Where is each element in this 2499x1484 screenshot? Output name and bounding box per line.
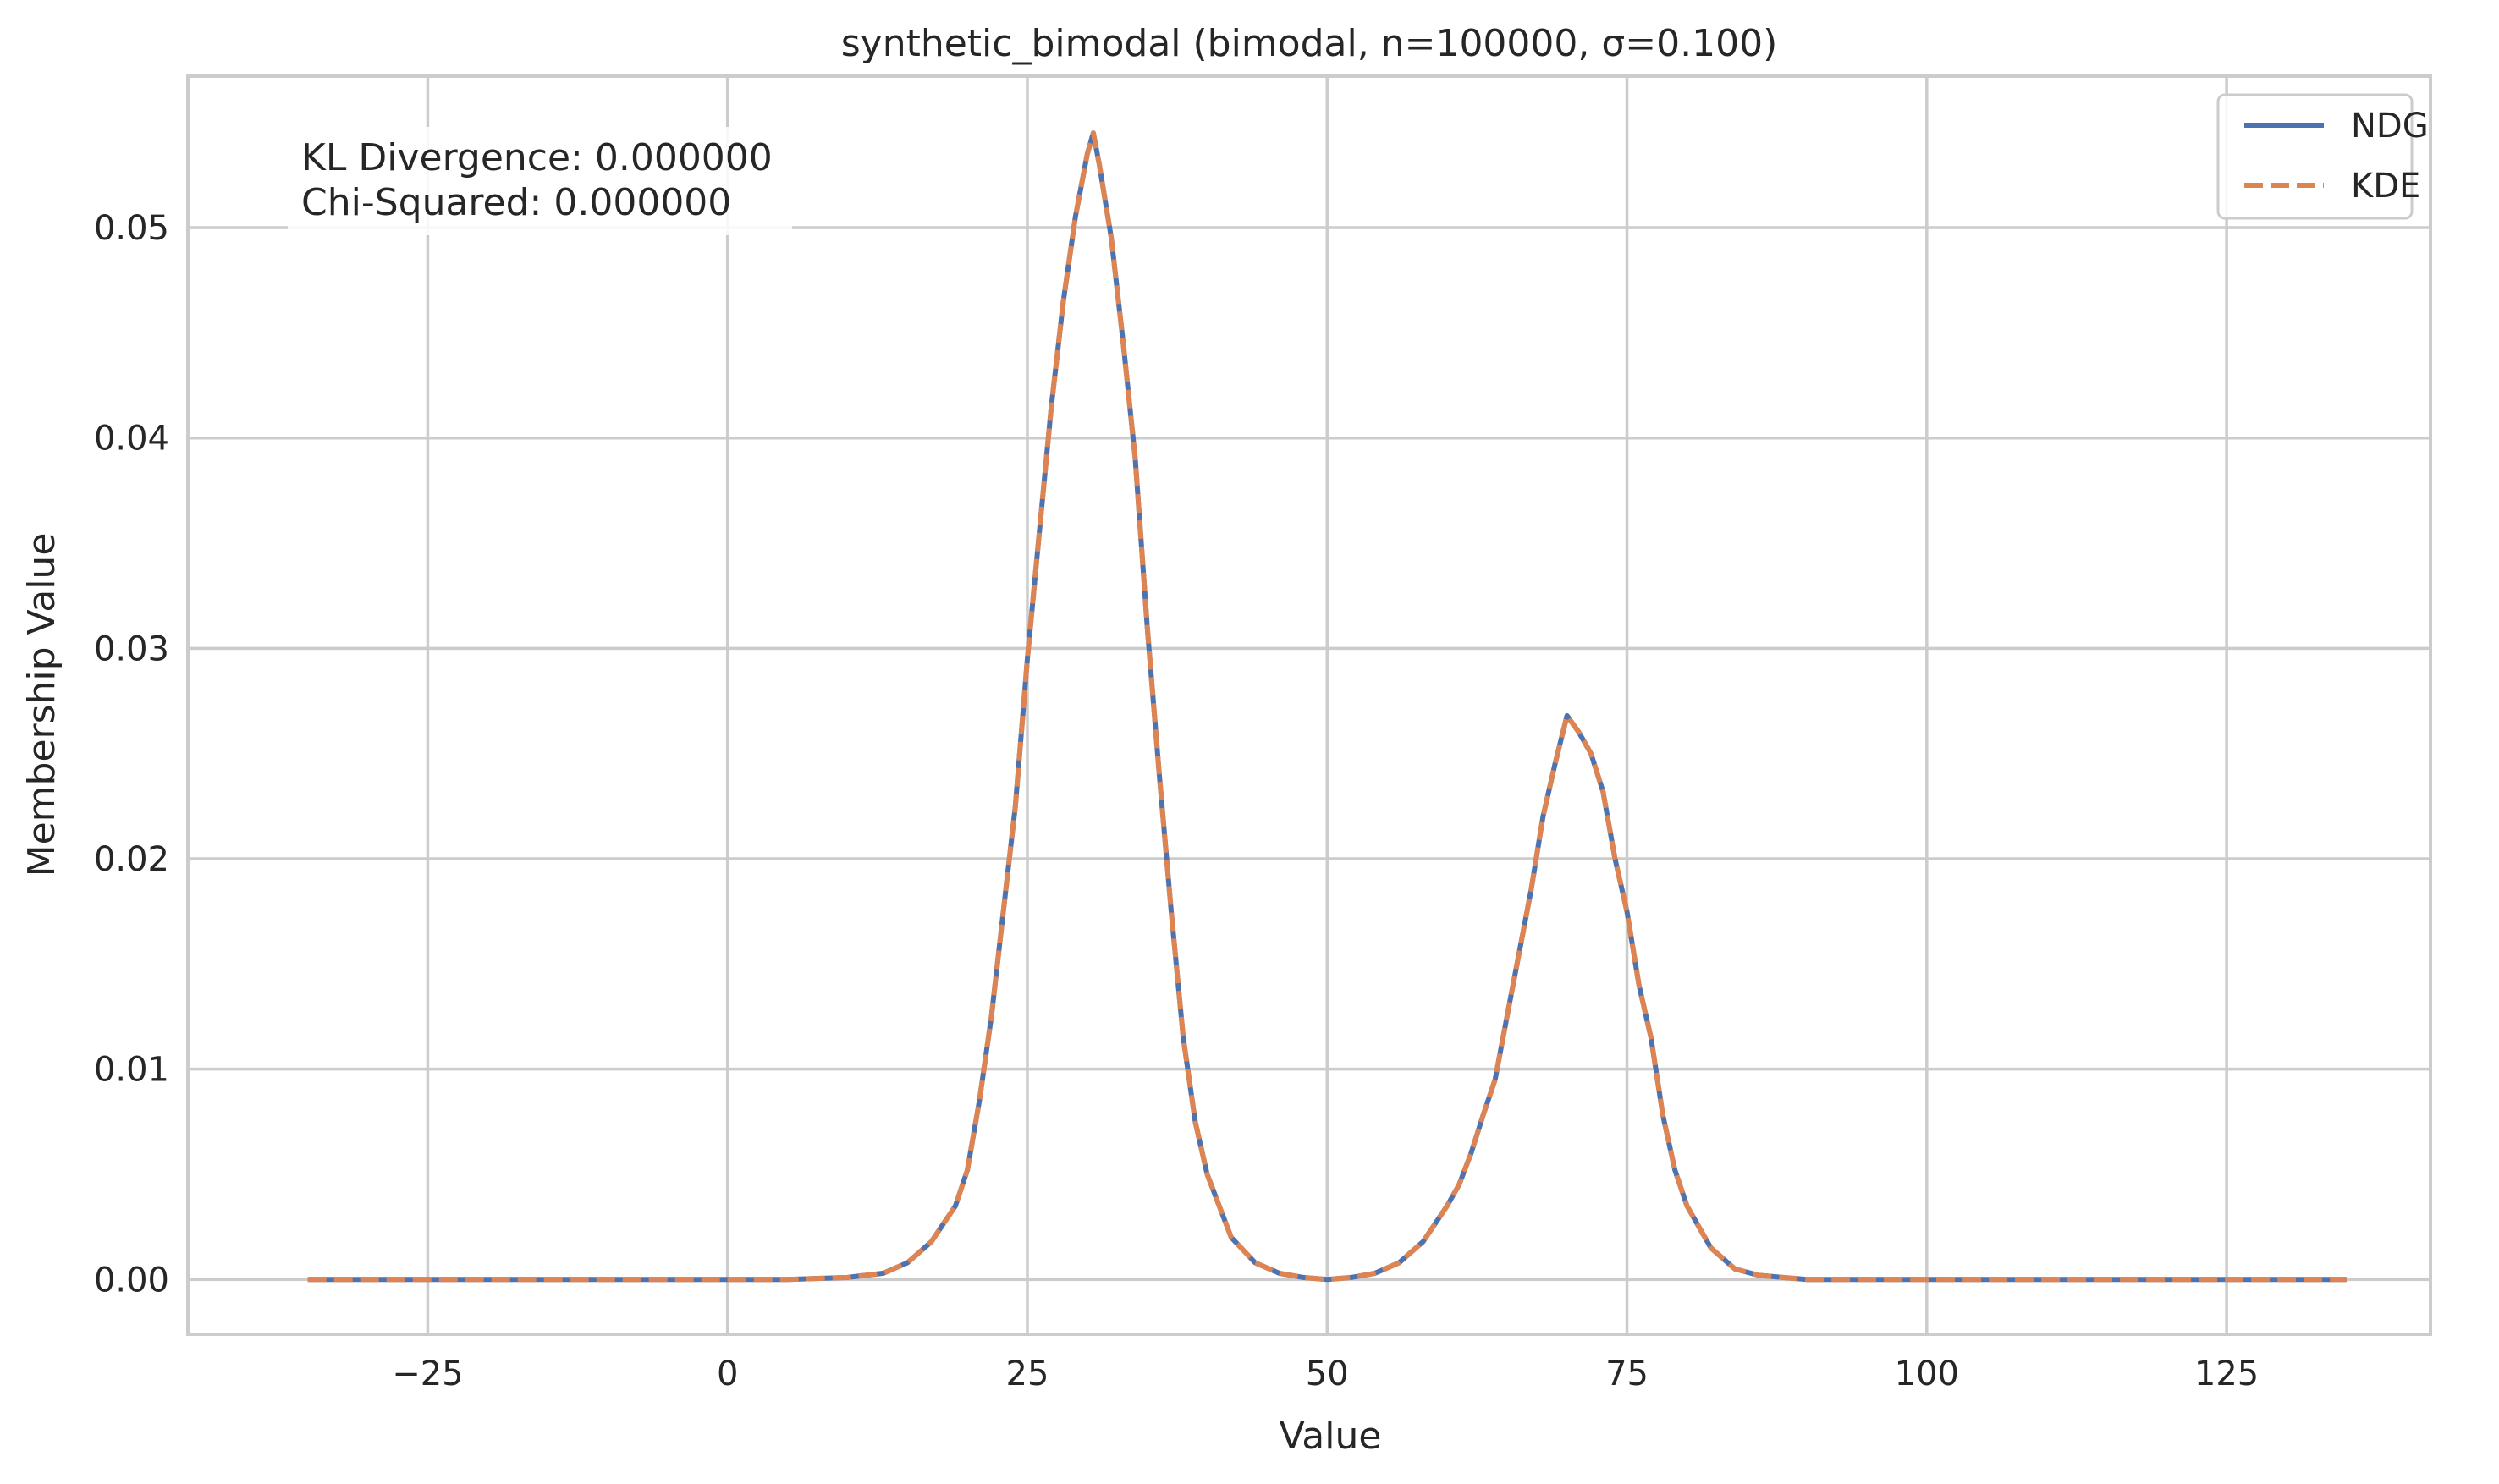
x-tick-labels: −25 0 25 50 75 100 125: [392, 1355, 2259, 1393]
y-tick-label: 0.03: [94, 629, 169, 668]
kl-divergence-text: KL Divergence: 0.000000: [301, 136, 773, 179]
series-line-kde: [307, 130, 2347, 1283]
stats-box-background: [288, 127, 792, 235]
x-tick-label: 0: [717, 1355, 738, 1393]
y-axis-label: Membership Value: [20, 533, 63, 877]
y-tick-labels: 0.00 0.01 0.02 0.03 0.04 0.05: [94, 209, 169, 1300]
y-tick-label: 0.05: [94, 209, 169, 248]
plot-lines: [307, 130, 2347, 1283]
legend-label-ndg: NDG: [2351, 107, 2429, 146]
y-tick-label: 0.00: [94, 1261, 169, 1300]
y-tick-label: 0.01: [94, 1051, 169, 1090]
plot-frame: [186, 74, 2432, 1336]
x-tick-label: 75: [1605, 1355, 1649, 1393]
chi-squared-text: Chi-Squared: 0.000000: [301, 181, 731, 224]
x-tick-label: 100: [1895, 1355, 1959, 1393]
legend-label-kde: KDE: [2351, 167, 2420, 206]
y-tick-label: 0.02: [94, 840, 169, 879]
x-tick-label: −25: [392, 1355, 463, 1393]
legend: NDG KDE: [2216, 93, 2429, 220]
x-tick-label: 25: [1006, 1355, 1049, 1393]
x-tick-label: 125: [2194, 1355, 2259, 1393]
chart-title: synthetic_bimodal (bimodal, n=100000, σ=…: [841, 22, 1778, 65]
x-tick-label: 50: [1306, 1355, 1349, 1393]
x-axis-label: Value: [1280, 1415, 1382, 1458]
y-tick-label: 0.04: [94, 420, 169, 459]
stats-box: KL Divergence: 0.000000 Chi-Squared: 0.0…: [288, 127, 792, 235]
